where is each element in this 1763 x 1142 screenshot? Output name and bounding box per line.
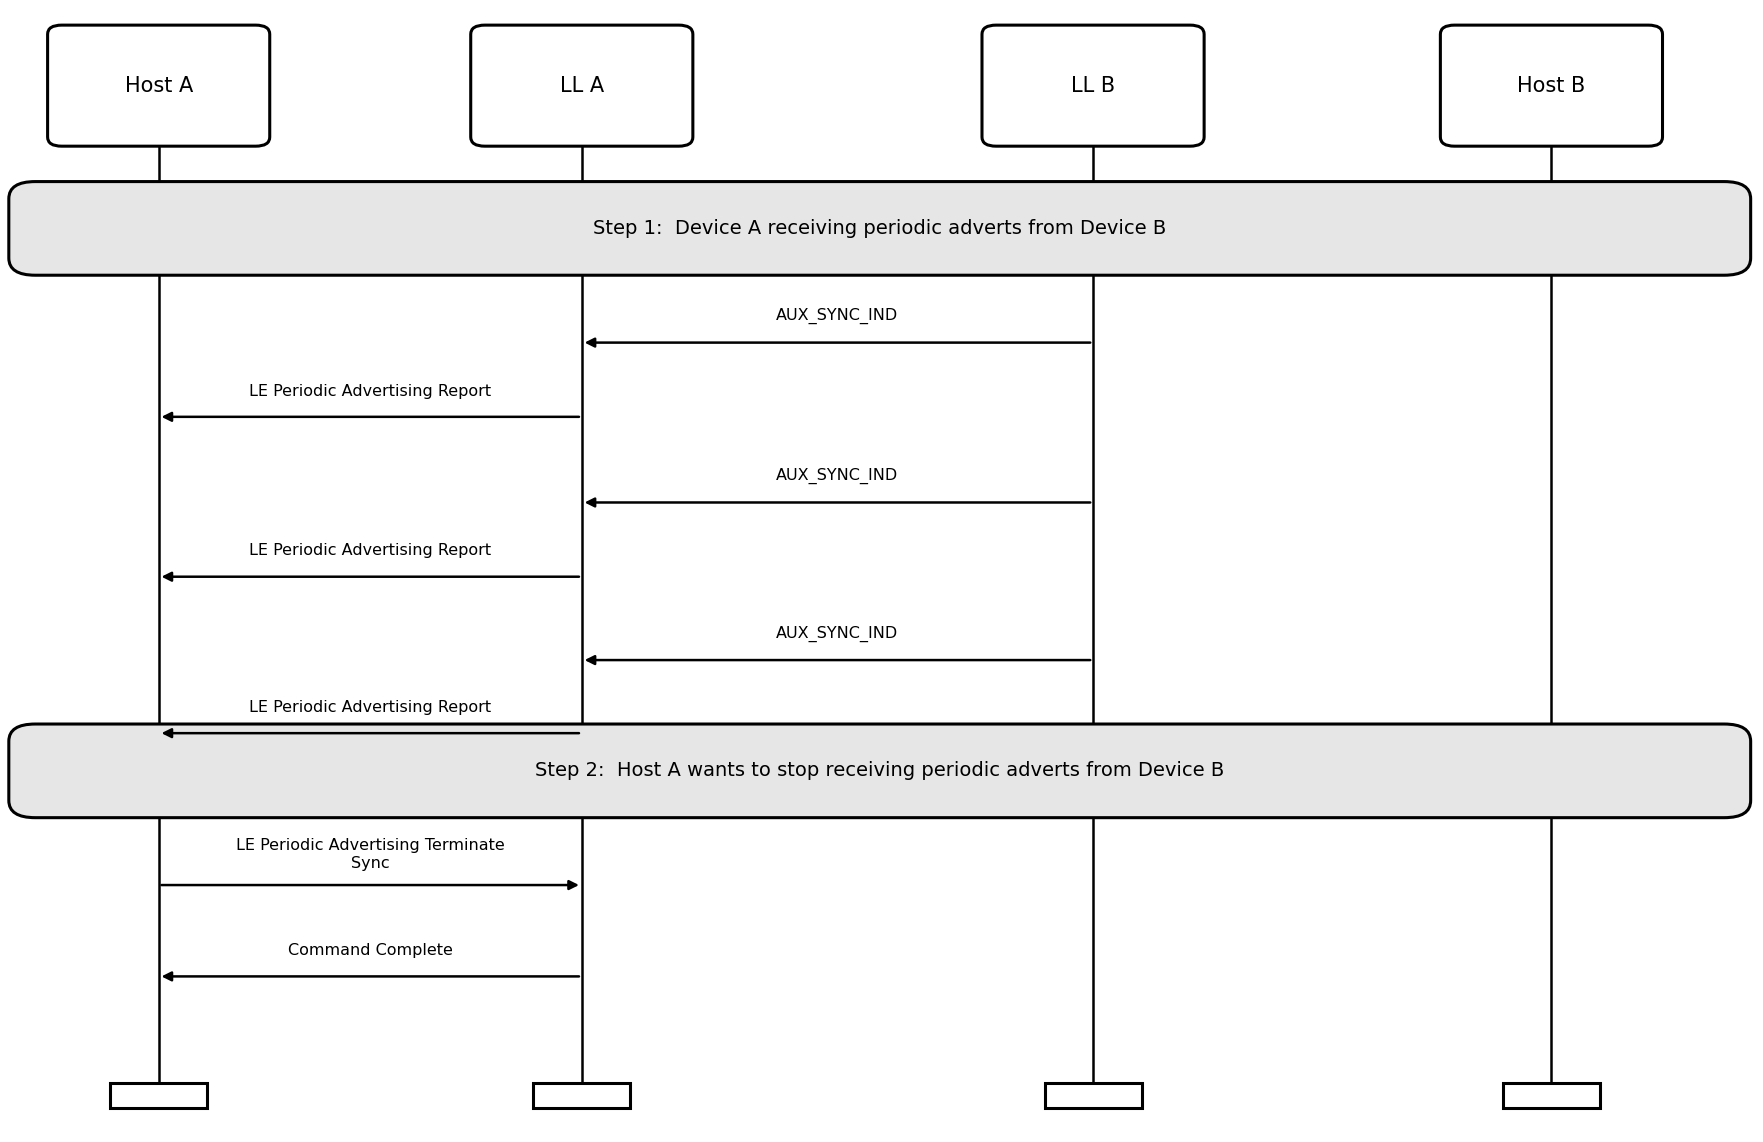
FancyBboxPatch shape [1502,1083,1601,1108]
Text: AUX_SYNC_IND: AUX_SYNC_IND [776,308,899,324]
FancyBboxPatch shape [534,1083,631,1108]
FancyBboxPatch shape [1440,25,1663,146]
Text: Host A: Host A [125,75,192,96]
Text: LE Periodic Advertising Report: LE Periodic Advertising Report [249,384,492,399]
FancyBboxPatch shape [982,25,1204,146]
Text: LE Periodic Advertising Report: LE Periodic Advertising Report [249,544,492,558]
Text: LE Periodic Advertising Report: LE Periodic Advertising Report [249,700,492,715]
FancyBboxPatch shape [48,25,270,146]
Text: Step 1:  Device A receiving periodic adverts from Device B: Step 1: Device A receiving periodic adve… [592,219,1167,238]
FancyBboxPatch shape [9,724,1751,818]
FancyBboxPatch shape [109,1083,208,1108]
FancyBboxPatch shape [9,182,1751,275]
FancyBboxPatch shape [471,25,693,146]
Text: Command Complete: Command Complete [287,943,453,958]
FancyBboxPatch shape [1045,1083,1142,1108]
Text: LL B: LL B [1070,75,1116,96]
Text: LL A: LL A [559,75,605,96]
Text: Step 2:  Host A wants to stop receiving periodic adverts from Device B: Step 2: Host A wants to stop receiving p… [536,762,1224,780]
Text: LE Periodic Advertising Terminate
Sync: LE Periodic Advertising Terminate Sync [236,838,504,871]
Text: AUX_SYNC_IND: AUX_SYNC_IND [776,626,899,642]
Text: AUX_SYNC_IND: AUX_SYNC_IND [776,468,899,484]
Text: Host B: Host B [1518,75,1585,96]
